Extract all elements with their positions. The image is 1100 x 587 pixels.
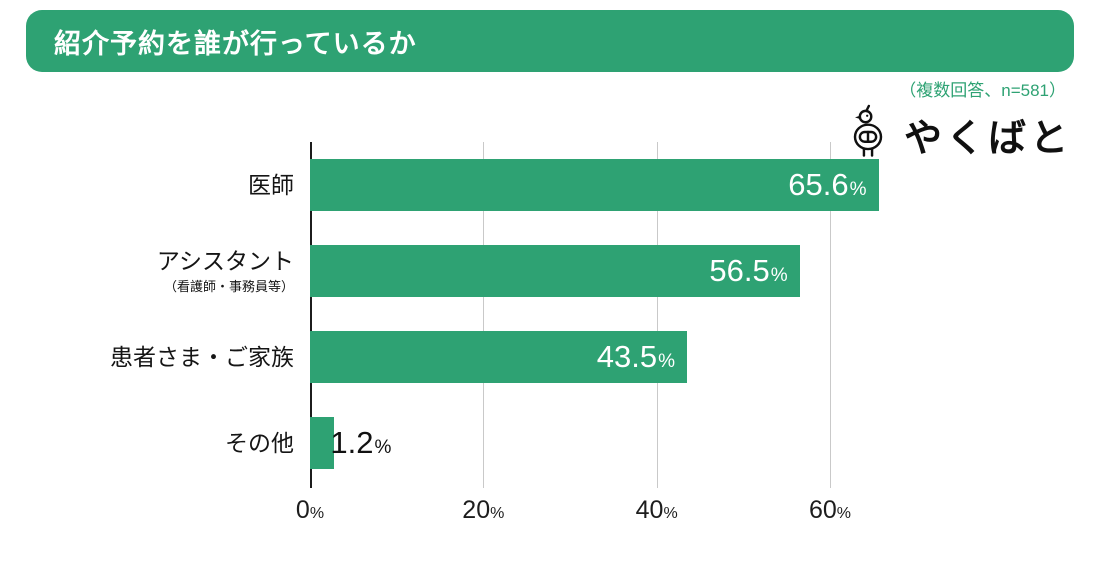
logo: やくばと (842, 104, 1072, 165)
x-axis-ticks: 0% 20% 40% 60% (296, 496, 940, 538)
category-label: 医師 (248, 171, 294, 198)
bar-area: 56.5% (310, 245, 940, 297)
bar-area: 1.2% (310, 417, 940, 469)
bird-logo-icon (842, 104, 894, 165)
x-tick-label: 0% (295, 496, 325, 524)
value-label: 1.2% (330, 425, 392, 460)
gridline (830, 142, 831, 488)
gridline (656, 142, 658, 488)
bar (310, 417, 334, 469)
bar-area: 65.6% (310, 159, 940, 211)
bar-area: 43.5% (310, 331, 940, 383)
bar-row: アシスタント （看護師・事務員等） 56.5% (0, 228, 940, 314)
bar: 56.5% (310, 245, 800, 297)
category-label: 患者さま・ご家族 (110, 343, 294, 370)
axis-zero-line (310, 142, 312, 488)
bar: 43.5% (310, 331, 687, 383)
value-label: 65.6% (788, 167, 867, 202)
bar-row: 医師 65.6% (0, 142, 940, 228)
bar-chart: 医師 65.6% アシスタント （看護師・事務員等） 56.5% 患者さま・ご家族 43.5… (0, 142, 940, 538)
logo-text: やくばと (903, 118, 1072, 160)
grid-layer (310, 142, 925, 488)
gridline (483, 142, 485, 488)
category-label: その他 (225, 429, 294, 456)
bar: 65.6% (310, 159, 879, 211)
value-label: 43.5% (596, 339, 675, 374)
category-sublabel: （看護師・事務員等） (163, 278, 294, 294)
page-title: 紹介予約を誰が行っているか (54, 28, 417, 59)
bar-row: その他 1.2% (0, 400, 940, 486)
header-banner: 紹介予約を誰が行っているか (26, 10, 1074, 72)
bar-row: 患者さま・ご家族 43.5% (0, 314, 940, 400)
value-label: 56.5% (709, 253, 788, 288)
survey-note: （複数回答、n=581） (899, 81, 1066, 100)
x-tick-label: 20% (462, 496, 505, 524)
x-tick-label: 40% (635, 496, 678, 524)
category-label: アシスタント （看護師・事務員等） (0, 247, 310, 295)
x-tick-label: 60% (808, 496, 852, 524)
bar-rows: 医師 65.6% アシスタント （看護師・事務員等） 56.5% 患者さま・ご家族 43.5… (0, 142, 940, 486)
